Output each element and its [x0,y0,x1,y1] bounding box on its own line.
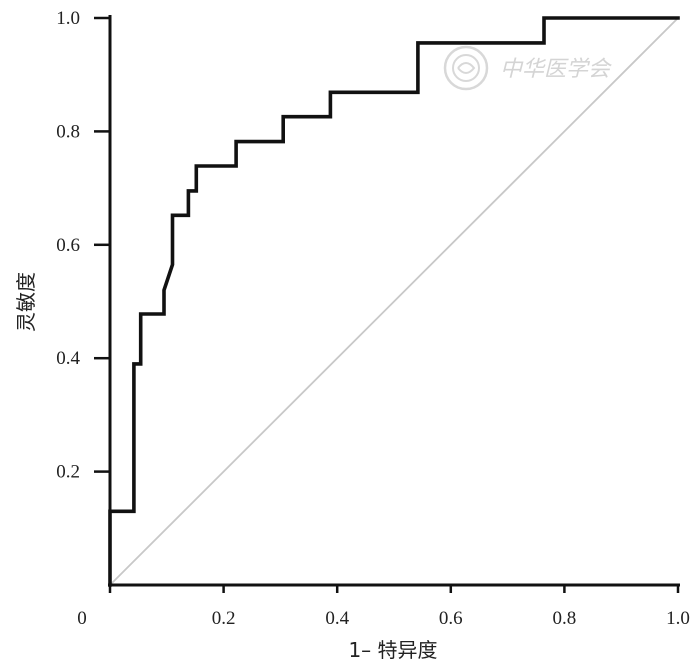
series-layer [108,16,680,587]
reference-diagonal-line [108,16,680,587]
y-tick-label: 0.6 [56,235,80,256]
x-tick-label: 0.8 [553,608,577,629]
watermark-text: 中华医学会 [500,57,612,82]
x-tick-label: 0.2 [212,608,236,629]
y-tick-label: 1.0 [56,8,80,29]
watermark-seal-icon [443,45,489,91]
watermark: 中华医学会 [443,45,612,91]
x-tick-label: 0.6 [439,608,463,629]
roc-curve-line [108,16,680,587]
y-tick-label: 0.8 [56,121,80,142]
axes-layer: 0 0.2 0.4 0.6 0.8 1.0 0.2 0.4 0.6 0.8 1.0 [56,8,690,629]
x-tick-label: 1.0 [666,608,690,629]
y-axis-title: 灵敏度 [14,272,38,332]
y-tick-label: 0.4 [56,348,80,369]
x-axis-title: 1– 特异度 [348,638,437,662]
x-tick-label: 0.4 [325,608,349,629]
labels-layer: 1– 特异度 灵敏度 [14,272,438,662]
x-tick-label: 0 [77,608,87,629]
y-tick-label: 0.2 [56,462,80,483]
